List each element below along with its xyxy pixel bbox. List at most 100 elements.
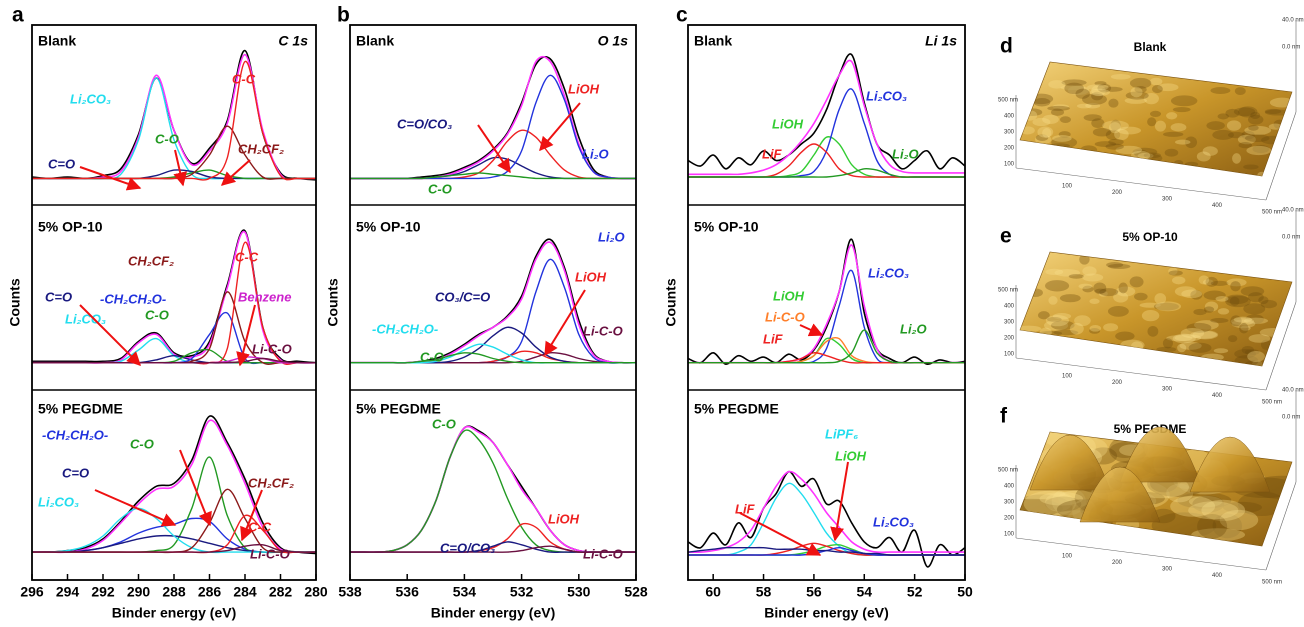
afm-bump (1232, 153, 1242, 164)
afm-axis (1265, 301, 1297, 391)
afm-bump (1115, 145, 1143, 155)
fit-component (349, 429, 636, 553)
subplot-title: 5% OP-10 (694, 219, 759, 235)
afm-bump (1105, 143, 1124, 150)
afm-bump (1166, 112, 1178, 120)
x-tick-label: 290 (127, 584, 151, 600)
panel-label: f (1000, 405, 1008, 428)
x-tick-label: 534 (453, 584, 477, 600)
peak-label: Li₂O (892, 146, 919, 161)
x-tick-label: 292 (91, 584, 115, 600)
afm-bump (1227, 131, 1245, 139)
peak-label: Li-C-O (583, 546, 623, 561)
afm-z-tick: 0.0 nm (1282, 45, 1300, 51)
fit-component (688, 336, 965, 364)
afm-surface (1019, 251, 1293, 367)
peak-label: LiOH (835, 448, 867, 463)
afm-bump (1227, 335, 1238, 343)
afm-bump (1022, 110, 1038, 121)
fit-component (32, 357, 317, 364)
peak-label: Li₂O (582, 146, 609, 161)
peak-label: LiF (762, 146, 783, 161)
afm-bump (1050, 320, 1075, 331)
x-tick-label: 284 (233, 584, 257, 600)
afm-bump (1196, 151, 1211, 162)
afm-bump (1083, 114, 1102, 122)
afm-bump (1237, 134, 1256, 145)
afm-bump (1264, 108, 1282, 115)
subplot-title: 5% PEGDME (38, 401, 123, 417)
afm-peak (1119, 426, 1201, 483)
afm-bump (1085, 102, 1101, 109)
afm-bump (1268, 123, 1283, 130)
afm-bump (1134, 85, 1147, 93)
afm-bump (1079, 254, 1090, 265)
afm-y-tick: 300 (1004, 320, 1015, 326)
afm-z-tick: 40.0 nm (1282, 18, 1304, 24)
afm-bump (1212, 129, 1234, 140)
afm-bump (1174, 286, 1197, 297)
afm-bump (1231, 319, 1256, 329)
afm-bump (1206, 121, 1225, 131)
afm-bump (1089, 328, 1101, 334)
x-tick-label: 54 (856, 584, 872, 600)
annotation-arrow (173, 149, 188, 187)
fit-component (687, 167, 965, 178)
measured-spectrum (349, 425, 636, 553)
afm-bump (1069, 322, 1084, 335)
afm-bump (1222, 501, 1262, 513)
afm-bump (1059, 294, 1081, 303)
afm-bump (1157, 83, 1179, 92)
afm-bump (1217, 113, 1229, 120)
afm-bump (1225, 295, 1251, 308)
afm-bump (1059, 116, 1071, 124)
x-tick-label: 538 (338, 584, 362, 600)
afm-bump (1089, 88, 1110, 96)
afm-x-tick: 400 (1212, 203, 1223, 209)
peak-label: LiOH (548, 511, 580, 526)
afm-bump (1247, 114, 1264, 125)
annotation-arrow (179, 449, 212, 527)
fit-component (687, 88, 965, 178)
afm-y-tick: 100 (1004, 532, 1015, 538)
afm-bump (1044, 496, 1082, 512)
afm-bump (1020, 488, 1066, 500)
peak-label: -CH₂CH₂O- (100, 291, 166, 306)
afm-bump (1170, 123, 1187, 132)
afm-bump (1248, 334, 1271, 343)
fit-curve (687, 470, 965, 554)
peak-label: Li-C-O (765, 309, 805, 324)
afm-bump (1114, 128, 1129, 141)
afm-bump (1184, 136, 1198, 149)
annotation-arrow (79, 166, 142, 191)
afm-bump (1082, 273, 1104, 282)
afm-bump (1239, 323, 1249, 334)
afm-bump (1245, 314, 1264, 325)
afm-bump (1230, 315, 1242, 327)
afm-bump (1226, 278, 1247, 287)
fit-component (31, 543, 317, 553)
peak-label: C=O (62, 465, 89, 480)
afm-bump (1047, 316, 1062, 322)
afm-bump (1051, 487, 1086, 516)
afm-z-tick: 40.0 nm (1282, 208, 1304, 214)
afm-image: e 5% OP-10 40.0 nm 0.0 nm 500 nm 400 300 200 100… (998, 208, 1304, 406)
afm-bump (1190, 330, 1218, 339)
afm-bump (1203, 290, 1226, 301)
afm-bump (1269, 97, 1292, 108)
afm-x-tick: 100 (1062, 554, 1073, 560)
peak-label: C=O (48, 156, 75, 171)
plot-frame (687, 24, 966, 581)
afm-bump (1045, 493, 1073, 512)
afm-bump (1068, 274, 1084, 279)
peak-label: LiPF₆ (825, 426, 858, 441)
afm-bump (1117, 126, 1142, 135)
afm-bump (1188, 342, 1212, 353)
afm-bump (1048, 80, 1066, 89)
afm-bump (1035, 134, 1052, 145)
afm-bump (1194, 320, 1219, 330)
afm-bump (1089, 325, 1102, 332)
panel-label: b (337, 4, 350, 27)
afm-bump (1180, 327, 1205, 339)
